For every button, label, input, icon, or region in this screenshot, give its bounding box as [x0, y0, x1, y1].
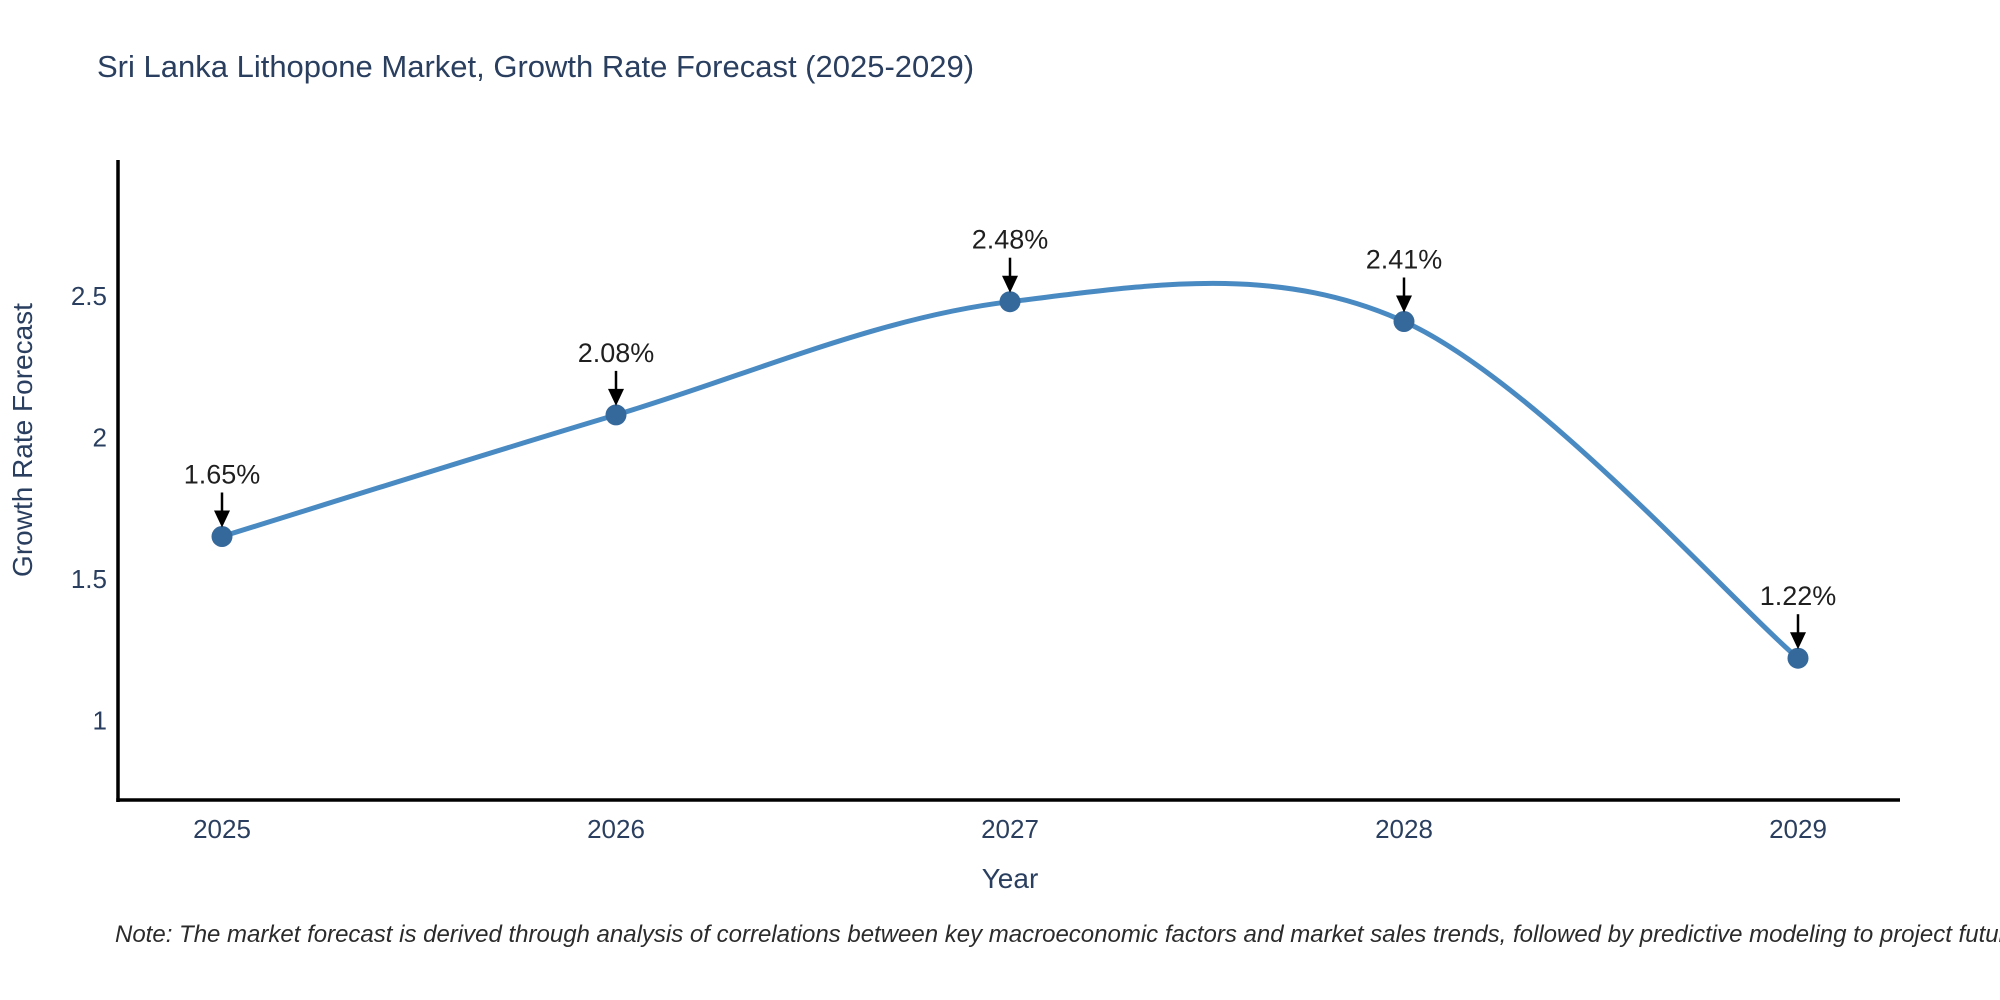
annotation-arrowhead	[214, 510, 230, 528]
y-tick-label: 1	[93, 706, 107, 736]
data-point-marker	[211, 526, 233, 547]
x-tick-label: 2025	[193, 814, 251, 844]
chart-title: Sri Lanka Lithopone Market, Growth Rate …	[97, 49, 975, 84]
data-point-marker	[1787, 647, 1809, 669]
annotation-label: 2.08%	[578, 338, 655, 368]
y-tick-label: 2	[93, 423, 107, 453]
y-tick-label: 2.5	[71, 281, 107, 311]
annotation-arrowhead	[1002, 275, 1018, 293]
annotation-arrowhead	[1790, 632, 1806, 650]
footnote: Note: The market forecast is derived thr…	[115, 921, 2000, 948]
x-tick-label: 2027	[981, 814, 1039, 844]
series-line	[219, 280, 1801, 661]
x-tick-label: 2029	[1769, 814, 1827, 844]
x-tick-label: 2026	[587, 814, 645, 844]
annotation-label: 1.22%	[1760, 581, 1837, 611]
y-tick-label: 1.5	[71, 564, 107, 594]
x-axis-title: Year	[982, 863, 1039, 894]
annotation-label: 2.48%	[972, 225, 1049, 255]
annotation-label: 2.41%	[1366, 245, 1443, 275]
data-point-marker	[1393, 311, 1415, 332]
x-tick-label: 2028	[1375, 814, 1433, 844]
annotation-arrowhead	[1396, 295, 1412, 313]
annotation-arrowhead	[608, 388, 624, 406]
data-point-marker	[999, 291, 1021, 313]
y-axis-title: Growth Rate Forecast	[7, 303, 38, 577]
annotation-label: 1.65%	[184, 460, 261, 490]
data-point-marker	[605, 404, 627, 426]
